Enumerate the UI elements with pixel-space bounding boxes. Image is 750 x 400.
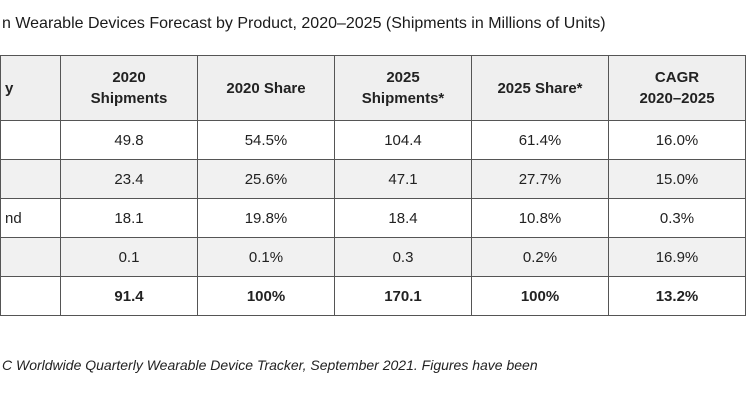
cell: 0.3	[334, 237, 472, 277]
cell: 27.7%	[471, 159, 609, 199]
header-2025-shipments: 2025 Shipments*	[334, 55, 472, 121]
header-line: 2020	[112, 69, 146, 86]
header-cagr: CAGR 2020–2025	[608, 55, 746, 121]
header-line: Shipments	[90, 90, 168, 107]
cell: 104.4	[334, 120, 472, 160]
cell: 91.4	[60, 276, 198, 316]
header-2020-shipments: 2020 Shipments	[60, 55, 198, 121]
cell: 0.2%	[471, 237, 609, 277]
cell: 100%	[197, 276, 335, 316]
cell-category	[0, 237, 61, 277]
cell: 18.1	[60, 198, 198, 238]
header-2025-share: 2025 Share*	[471, 55, 609, 121]
cell-category	[0, 276, 61, 316]
table-row: nd 18.1 19.8% 18.4 10.8% 0.3%	[0, 198, 746, 238]
cell: 0.1	[60, 237, 198, 277]
cell-category	[0, 120, 61, 160]
cell: 0.3%	[608, 198, 746, 238]
cell-category: nd	[0, 198, 61, 238]
cell: 19.8%	[197, 198, 335, 238]
cell: 18.4	[334, 198, 472, 238]
cell: 54.5%	[197, 120, 335, 160]
cell: 10.8%	[471, 198, 609, 238]
cell: 170.1	[334, 276, 472, 316]
cell: 25.6%	[197, 159, 335, 199]
header-line: CAGR	[654, 69, 700, 86]
cell: 16.0%	[608, 120, 746, 160]
cell: 47.1	[334, 159, 472, 199]
table-row: 23.4 25.6% 47.1 27.7% 15.0%	[0, 159, 746, 199]
header-2020-share: 2020 Share	[197, 55, 335, 121]
header-line: Shipments*	[361, 90, 445, 107]
cell: 100%	[471, 276, 609, 316]
cell: 49.8	[60, 120, 198, 160]
forecast-table: y 2020 Shipments 2020 Share 2025 Shipments…	[0, 55, 746, 316]
cell-category	[0, 159, 61, 199]
header-row: y 2020 Shipments 2020 Share 2025 Shipments…	[0, 55, 746, 121]
total-row: 91.4 100% 170.1 100% 13.2%	[0, 276, 746, 316]
cell: 16.9%	[608, 237, 746, 277]
table-title: n Wearable Devices Forecast by Product, …	[2, 15, 606, 32]
cell: 13.2%	[608, 276, 746, 316]
table-row: 0.1 0.1% 0.3 0.2% 16.9%	[0, 237, 746, 277]
table-row: 49.8 54.5% 104.4 61.4% 16.0%	[0, 120, 746, 160]
cell: 15.0%	[608, 159, 746, 199]
header-line: 2025	[386, 69, 420, 86]
cell: 23.4	[60, 159, 198, 199]
cell: 0.1%	[197, 237, 335, 277]
source-footnote: C Worldwide Quarterly Wearable Device Tr…	[2, 357, 538, 373]
cell: 61.4%	[471, 120, 609, 160]
header-line: 2020–2025	[639, 90, 715, 107]
header-category: y	[0, 55, 61, 121]
